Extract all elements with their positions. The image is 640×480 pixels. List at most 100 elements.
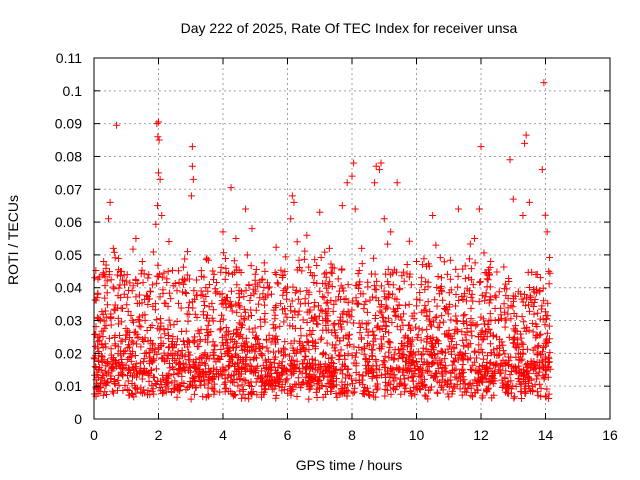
data-point	[475, 205, 483, 213]
data-point	[509, 303, 517, 311]
data-point	[504, 390, 512, 398]
data-point	[163, 275, 171, 283]
data-point	[260, 259, 268, 267]
data-point	[128, 379, 136, 387]
data-point	[482, 327, 490, 335]
data-point	[372, 294, 380, 302]
data-point	[522, 327, 530, 335]
data-point	[489, 332, 497, 340]
data-point	[352, 349, 360, 357]
data-point	[460, 376, 468, 384]
data-point	[224, 344, 232, 352]
data-point	[135, 313, 143, 321]
data-point	[246, 362, 254, 370]
data-point	[448, 361, 456, 369]
data-point	[140, 364, 148, 372]
data-point	[373, 380, 381, 388]
data-point	[359, 290, 367, 298]
data-point	[204, 379, 212, 387]
data-point	[122, 277, 130, 285]
data-point	[132, 235, 140, 242]
data-point	[401, 358, 409, 366]
data-point	[471, 235, 479, 242]
data-point	[257, 323, 265, 331]
data-point	[382, 323, 390, 331]
data-point	[101, 377, 109, 385]
data-point	[510, 364, 518, 372]
data-point	[493, 351, 501, 359]
data-point	[437, 286, 445, 294]
data-point	[221, 275, 229, 283]
data-point	[403, 261, 411, 269]
data-point	[236, 387, 244, 395]
data-point	[381, 363, 389, 371]
data-point	[233, 352, 241, 360]
data-point	[411, 391, 419, 399]
data-point	[380, 357, 388, 365]
data-point	[509, 195, 517, 203]
data-point	[441, 364, 449, 372]
data-point	[469, 297, 477, 305]
data-point	[535, 359, 543, 367]
data-point	[538, 166, 546, 174]
data-point	[308, 314, 316, 322]
data-point	[373, 372, 381, 380]
data-point	[132, 360, 140, 368]
data-point	[356, 329, 364, 337]
data-point	[473, 320, 481, 328]
data-point	[349, 380, 357, 388]
data-point	[405, 237, 413, 245]
data-point	[242, 377, 250, 385]
data-point	[480, 371, 488, 379]
data-point	[310, 279, 318, 287]
data-point	[262, 386, 270, 394]
data-point	[245, 325, 253, 333]
data-point	[328, 328, 336, 336]
data-point	[219, 341, 227, 349]
data-point	[202, 284, 210, 292]
data-point	[368, 293, 376, 301]
data-point	[310, 303, 318, 311]
data-point	[93, 370, 101, 378]
data-point	[120, 364, 128, 372]
data-point	[423, 312, 431, 320]
data-point	[465, 381, 473, 389]
data-point	[330, 300, 338, 308]
data-point	[459, 373, 467, 381]
data-point	[530, 302, 538, 310]
data-point	[271, 335, 279, 343]
x-axis-tick-labels: 0 2 4 6 8 10 12 14 16	[90, 427, 618, 443]
data-point	[131, 351, 139, 359]
data-point	[414, 331, 422, 339]
data-point	[383, 304, 391, 312]
data-point	[394, 305, 402, 313]
data-point	[232, 263, 240, 271]
data-point	[344, 381, 352, 389]
data-point	[414, 348, 422, 356]
data-point	[380, 215, 388, 223]
data-point	[501, 350, 509, 358]
data-point	[467, 293, 475, 301]
data-point	[371, 179, 379, 187]
data-point	[243, 344, 251, 352]
data-point	[340, 388, 348, 396]
data-point	[281, 338, 289, 346]
data-point	[402, 301, 410, 309]
data-point	[207, 367, 215, 375]
data-point	[540, 79, 548, 87]
y-tick-label: 0.02	[55, 345, 82, 361]
data-point	[192, 276, 200, 284]
data-point	[289, 369, 297, 377]
data-point	[518, 394, 526, 402]
data-point	[111, 254, 119, 262]
data-point	[525, 283, 533, 291]
data-point	[319, 279, 327, 287]
data-point	[335, 355, 343, 363]
data-point	[422, 306, 430, 314]
data-point	[390, 371, 398, 379]
data-point	[160, 388, 168, 396]
data-point	[94, 389, 102, 397]
data-point	[158, 381, 166, 389]
data-point	[342, 295, 350, 303]
data-point	[98, 353, 106, 361]
